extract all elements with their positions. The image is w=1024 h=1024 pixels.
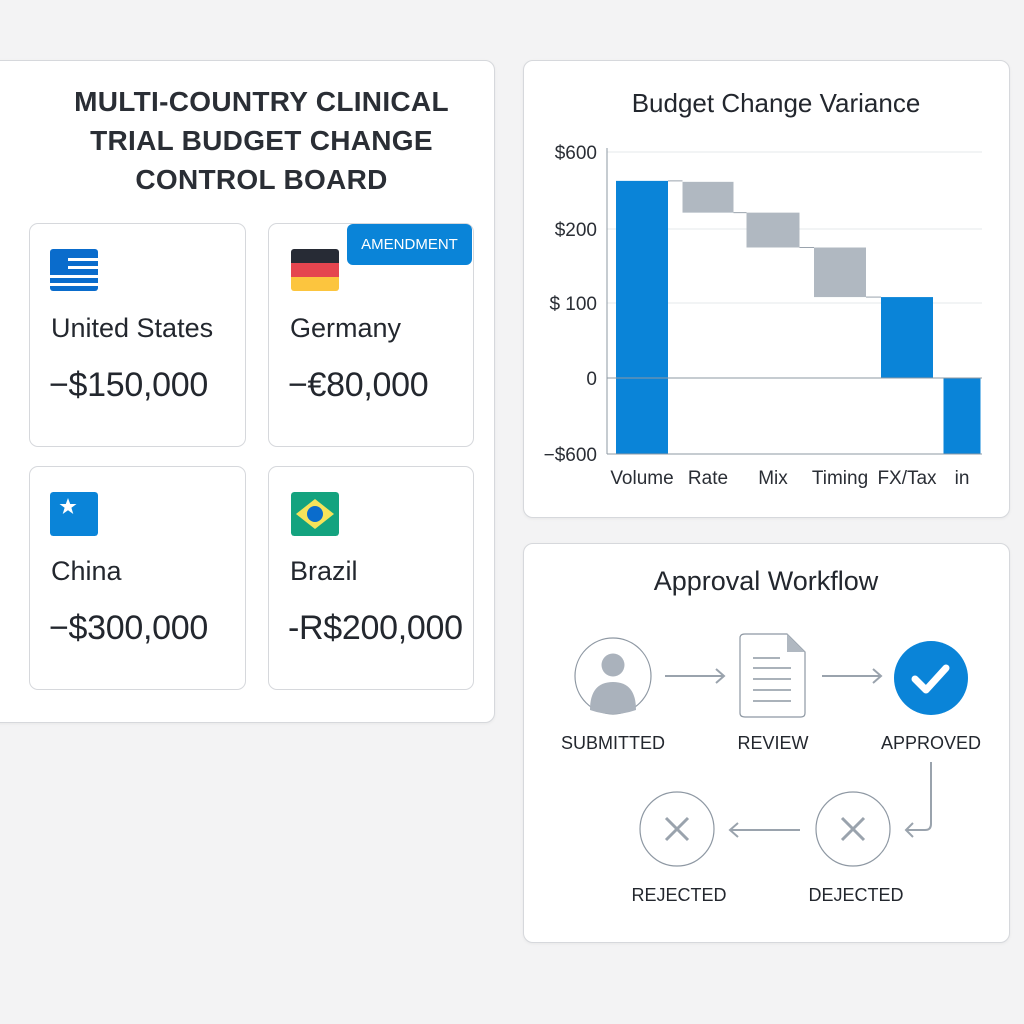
y-tick-label: $ 100 xyxy=(549,294,597,315)
check-circle-icon[interactable] xyxy=(894,641,968,715)
arrow-right-icon xyxy=(822,668,883,684)
germany-flag-icon xyxy=(291,249,339,291)
bar-volume xyxy=(616,180,668,454)
step-label-submitted: SUBMITTED xyxy=(560,733,665,753)
country-amount: −€80,000 xyxy=(288,366,429,404)
arrow-left-icon xyxy=(728,822,800,838)
china-flag-icon xyxy=(50,492,98,536)
y-tick-label: $200 xyxy=(555,220,597,241)
country-name: United States xyxy=(51,313,214,343)
x-tick-label: in xyxy=(955,468,970,489)
country-amount: −$300,000 xyxy=(49,609,208,647)
arrow-right-icon xyxy=(665,668,726,684)
x-circle-icon[interactable] xyxy=(815,791,891,867)
y-tick-label: $600 xyxy=(555,143,597,164)
country-name: China xyxy=(51,556,122,586)
y-tick-label: −$600 xyxy=(544,445,597,466)
title-line: MULTI-COUNTRY CLINICAL xyxy=(74,86,449,117)
bar-mix xyxy=(746,212,800,248)
x-tick-label: Mix xyxy=(758,468,788,489)
x-circle-icon[interactable] xyxy=(639,791,715,867)
workflow-title: Approval Workflow xyxy=(653,566,879,596)
user-icon[interactable] xyxy=(574,637,652,715)
waterfall-chart: $600 $200 $ 100 0 −$600 Volume Rate Mix Timing FX… xyxy=(544,143,982,489)
bar-in xyxy=(943,378,981,454)
x-tick-label: Volume xyxy=(610,468,673,489)
amendment-badge: AMENDMENT xyxy=(347,224,472,265)
chart-panel xyxy=(523,60,1010,518)
chart-title: Budget Change Variance xyxy=(631,88,921,118)
document-icon[interactable] xyxy=(739,633,806,718)
elbow-arrow-icon xyxy=(904,762,932,838)
bar-timing xyxy=(814,247,866,298)
title-line: CONTROL BOARD xyxy=(135,164,388,195)
brazil-flag-icon xyxy=(291,492,339,536)
country-card-brazil[interactable]: Brazil -R$200,000 xyxy=(268,466,474,690)
x-tick-label: FX/Tax xyxy=(877,468,937,489)
step-label-dejected: DEJECTED xyxy=(808,885,904,905)
workflow-panel xyxy=(523,543,1010,943)
step-label-approved: APPROVED xyxy=(880,733,982,753)
x-tick-label: Timing xyxy=(812,468,868,489)
page-title: MULTI-COUNTRY CLINICAL TRIAL BUDGET CHAN… xyxy=(10,82,513,199)
us-flag-icon xyxy=(50,249,98,291)
country-amount: -R$200,000 xyxy=(288,609,463,647)
country-name: Brazil xyxy=(290,556,358,586)
y-tick-label: 0 xyxy=(586,369,597,390)
x-tick-label: Rate xyxy=(688,468,728,489)
country-card-united-states[interactable]: United States −$150,000 xyxy=(29,223,246,447)
step-label-rejected: REJECTED xyxy=(631,885,727,905)
title-line: TRIAL BUDGET CHANGE xyxy=(90,125,433,156)
bar-fx-tax xyxy=(881,297,933,378)
country-amount: −$150,000 xyxy=(49,366,208,404)
step-label-review: REVIEW xyxy=(737,733,809,753)
bar-rate xyxy=(682,181,734,213)
country-card-china[interactable]: China −$300,000 xyxy=(29,466,246,690)
country-name: Germany xyxy=(290,313,402,343)
